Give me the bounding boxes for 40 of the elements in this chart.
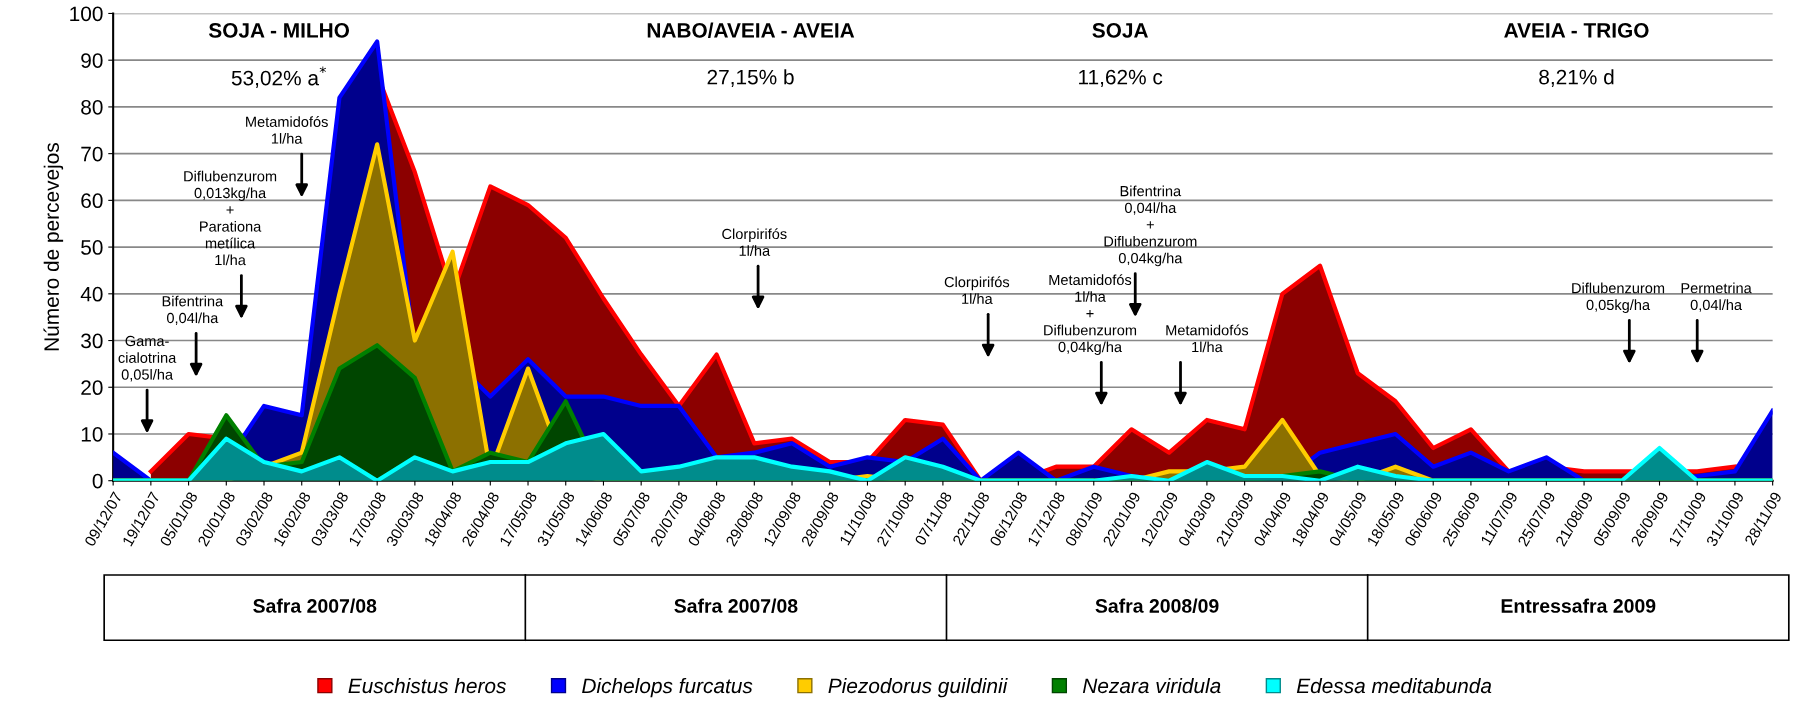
text: Safra 2007/08 xyxy=(253,598,377,614)
legend-label: Dichelops furcatus xyxy=(582,677,753,698)
legend-label: Piezodorus guildinii xyxy=(828,677,1008,698)
annotation: 53,02% a$^{*}$ xyxy=(231,66,327,88)
y-tick-label: 70 xyxy=(81,146,103,162)
annotation: Metamidofós 1l/ha xyxy=(1166,324,1249,353)
legend-label: Edessa meditabunda xyxy=(1296,677,1492,694)
annotation: SOJA - MILHO xyxy=(208,23,350,38)
y-tick-label: 30 xyxy=(81,333,103,349)
y-tick-label: 50 xyxy=(81,240,103,255)
annotation: Clorpirifós 1l/ha xyxy=(944,276,1010,305)
y-axis-title: Número de percevejos xyxy=(43,143,64,351)
annotation: Permetrina 0,04l/ha xyxy=(1681,282,1752,312)
annotation: 11,62% c xyxy=(1079,69,1163,87)
legend-label: Euschistus heros xyxy=(348,677,507,694)
y-tick-label: 60 xyxy=(81,193,103,209)
annotation: 8,21% d xyxy=(1539,69,1614,87)
annotation: Diflubenzurom 0,05kg/ha xyxy=(1572,282,1665,313)
y-tick-label: 40 xyxy=(80,286,103,302)
annotation: Bifentrina 0,04l/ha + Diflubenzurom 0,04kg/ha xyxy=(1104,185,1197,267)
text: Safra 2008/09 xyxy=(1095,598,1219,614)
annotation: Metamidofós 1l/ha + Diflubenzurom 0,04kg/ha xyxy=(1044,274,1137,356)
y-tick-label: 0 xyxy=(92,473,103,489)
annotation: SOJA xyxy=(1092,23,1148,38)
annotation: AVEIA - TRIGO xyxy=(1504,23,1649,38)
y-tick-label: 90 xyxy=(81,53,103,68)
annotation: Bifentrina 0,04l/ha xyxy=(162,295,224,325)
y-tick-label: 80 xyxy=(81,99,103,115)
text: Safra 2007/08 xyxy=(674,598,798,614)
y-tick-label: 100 xyxy=(70,6,103,22)
y-tick-label: 20 xyxy=(81,380,103,396)
annotation: Diflubenzurom 0,013kg/ha + Parationa metílica 1l/ha xyxy=(184,170,277,266)
legend-label: Nezara viridula xyxy=(1082,677,1221,694)
annotation: Gama- cialotrina 0,05l/ha xyxy=(118,335,177,382)
text: Entressafra 2009 xyxy=(1501,598,1656,613)
annotation: 27,15% b xyxy=(707,69,794,87)
annotation: Metamidofós 1l/ha xyxy=(246,116,328,144)
annotation: NABO/AVEIA - AVEIA xyxy=(647,22,855,38)
annotation: Clorpirifós 1l/ha xyxy=(722,228,787,256)
y-tick-label: 10 xyxy=(81,426,103,442)
